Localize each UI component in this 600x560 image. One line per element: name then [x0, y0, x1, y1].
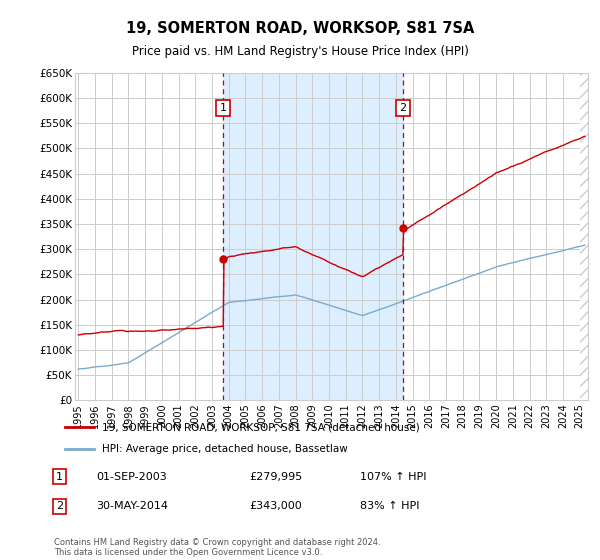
- Text: £343,000: £343,000: [250, 501, 302, 511]
- Text: 19, SOMERTON ROAD, WORKSOP, S81 7SA (detached house): 19, SOMERTON ROAD, WORKSOP, S81 7SA (det…: [101, 422, 419, 432]
- Text: 1: 1: [220, 103, 227, 113]
- Text: 107% ↑ HPI: 107% ↑ HPI: [360, 472, 427, 482]
- Text: 1: 1: [56, 472, 63, 482]
- Text: 01-SEP-2003: 01-SEP-2003: [96, 472, 167, 482]
- Text: 83% ↑ HPI: 83% ↑ HPI: [360, 501, 420, 511]
- Text: 2: 2: [399, 103, 406, 113]
- Text: 19, SOMERTON ROAD, WORKSOP, S81 7SA: 19, SOMERTON ROAD, WORKSOP, S81 7SA: [126, 21, 474, 36]
- Text: 30-MAY-2014: 30-MAY-2014: [96, 501, 168, 511]
- Text: HPI: Average price, detached house, Bassetlaw: HPI: Average price, detached house, Bass…: [101, 444, 347, 454]
- Text: Price paid vs. HM Land Registry's House Price Index (HPI): Price paid vs. HM Land Registry's House …: [131, 45, 469, 58]
- Bar: [223, 73, 403, 400]
- Text: £279,995: £279,995: [250, 472, 302, 482]
- Text: 2: 2: [56, 501, 63, 511]
- Text: Contains HM Land Registry data © Crown copyright and database right 2024.
This d: Contains HM Land Registry data © Crown c…: [54, 538, 380, 557]
